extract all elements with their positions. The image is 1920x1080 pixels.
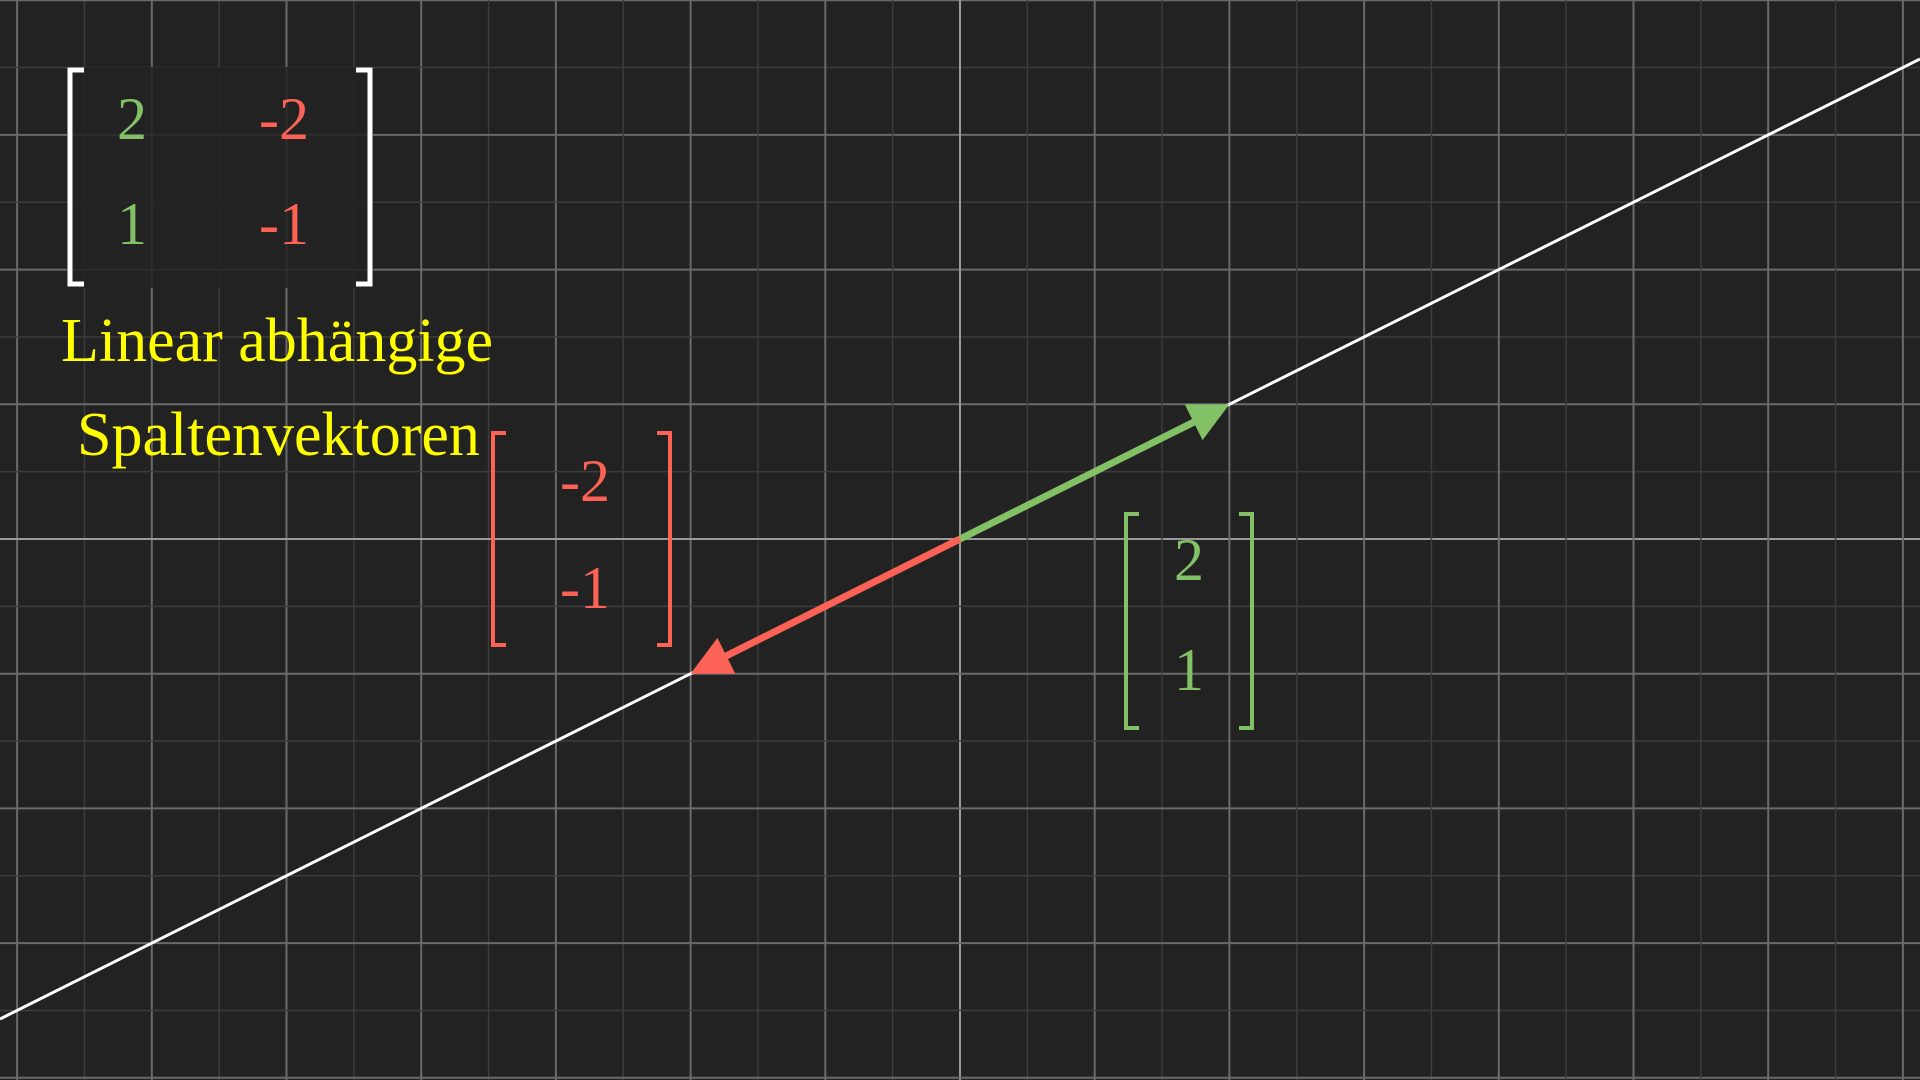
vector-arrow: [958, 404, 1230, 543]
vector-shaft: [724, 535, 962, 659]
matrix-brackets: [67, 67, 373, 287]
vector-label-brackets: [1124, 512, 1254, 730]
caption-line: Linear abhängige: [61, 307, 493, 375]
vector-label-entry: 1: [1174, 637, 1204, 703]
vector-label-entry: -1: [560, 555, 610, 621]
matrix-entry: -1: [259, 191, 309, 257]
matrix-entry: 1: [117, 191, 147, 257]
vector-label-entry: 2: [1174, 527, 1204, 593]
matrix-entry: -2: [259, 86, 309, 152]
caption-line: Spaltenvektoren: [77, 401, 480, 469]
matrix-entry: 2: [117, 86, 147, 152]
vector-label-entry: -2: [560, 448, 610, 514]
vector-arrow: [690, 535, 962, 674]
vector-head: [1184, 404, 1230, 441]
vector-label-brackets: [491, 431, 672, 647]
vector-shaft: [958, 419, 1196, 543]
vector-head: [690, 637, 736, 674]
vectors: [690, 404, 1230, 674]
matrix-backdrop: [67, 67, 373, 288]
